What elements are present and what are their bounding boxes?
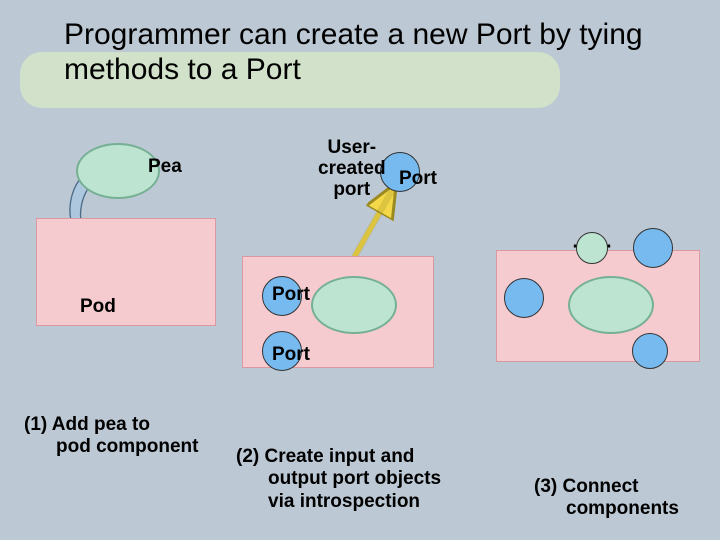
label-port-left: Port [272, 284, 310, 306]
port-left-p3 [504, 278, 544, 318]
pea-2 [311, 276, 397, 334]
port-bottom-p3 [632, 333, 668, 369]
slide-title: Programmer can create a new Port by tyin… [64, 18, 684, 87]
pea-3 [568, 276, 654, 334]
caption-1: (1) Add pea topod component [24, 414, 198, 459]
panel-1 [36, 218, 216, 326]
label-port-bottom: Port [272, 344, 310, 366]
label-pod: Pod [80, 296, 116, 318]
ucp-l3: port [318, 180, 386, 201]
label-user-created-port: User-createdport [318, 138, 386, 201]
label-port-top: Port [399, 168, 437, 190]
caption-3: (3) Connectcomponents [534, 476, 679, 521]
port-top2-p3 [633, 228, 673, 268]
ucp-l2: created [318, 159, 386, 180]
label-pea: Pea [148, 156, 182, 178]
slide-stage: Programmer can create a new Port by tyin… [0, 0, 720, 540]
port-top1-p3 [576, 232, 608, 264]
caption-2: (2) Create input andoutput port objectsv… [236, 446, 441, 513]
ucp-l1: User- [318, 138, 386, 159]
